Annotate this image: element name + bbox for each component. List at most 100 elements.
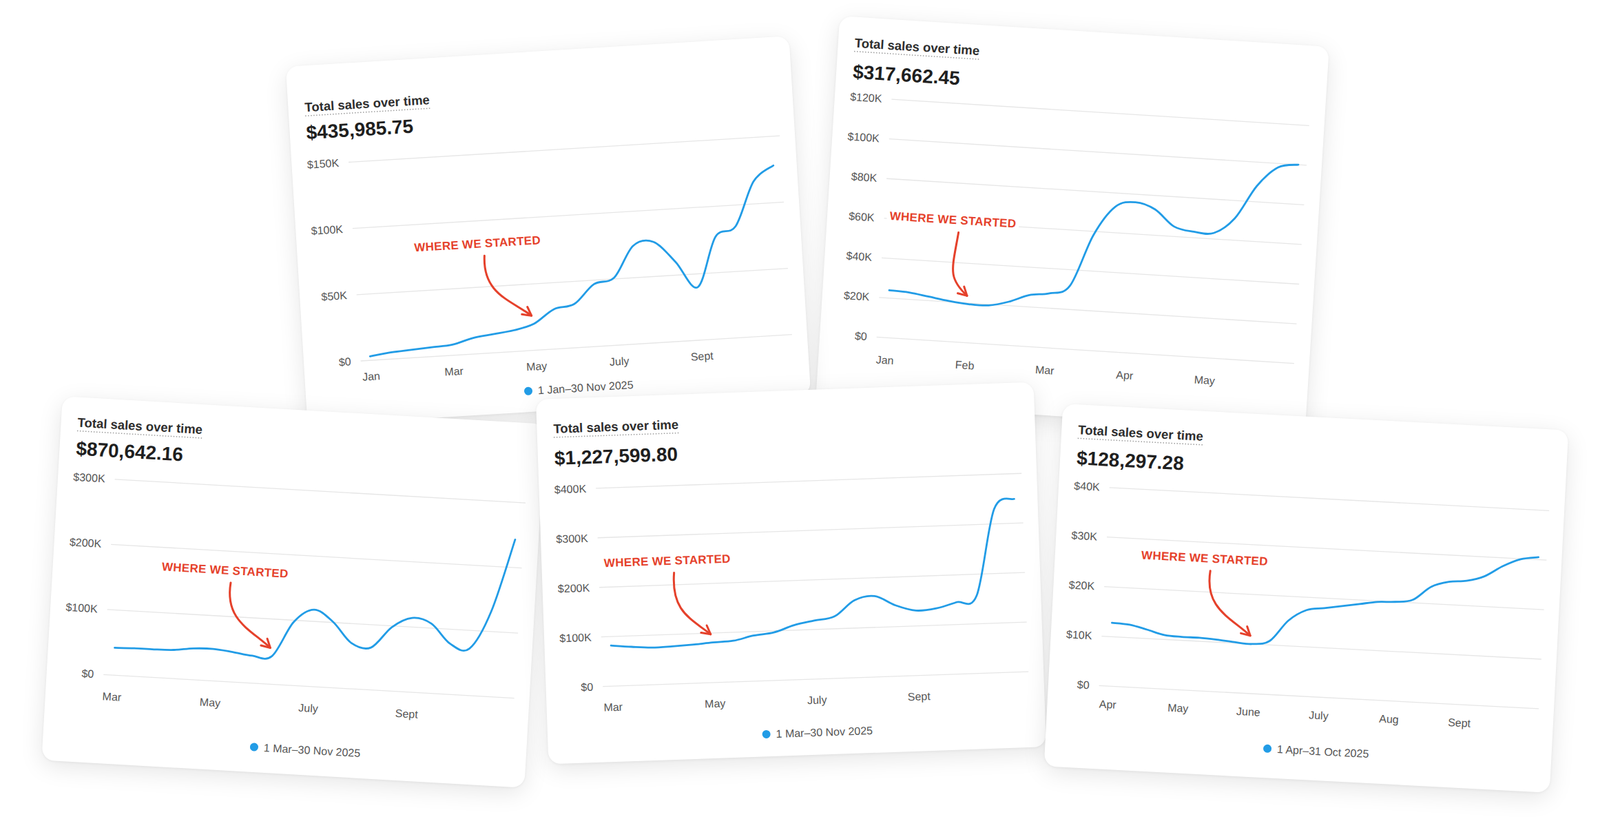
x-tick-label: May	[199, 695, 221, 709]
x-tick-label: Sept	[690, 349, 714, 363]
x-tick-label: Feb	[954, 358, 975, 372]
grid	[876, 99, 1310, 363]
total-value: $870,642.16	[75, 437, 184, 465]
title-underline	[854, 51, 979, 60]
y-tick-label: $0	[854, 329, 868, 343]
plot-marks	[606, 497, 1019, 649]
y-tick-label: $100K	[310, 223, 344, 237]
chart-svg: Total sales over time$317,662.45$0$20K$4…	[815, 15, 1330, 432]
plot-marks	[114, 516, 516, 673]
x-tick-label: May	[703, 697, 726, 710]
grid-line	[599, 572, 1025, 588]
chart-svg: Total sales over time$435,985.75$0$50K$1…	[285, 35, 812, 426]
x-tick-label: Sept	[394, 706, 419, 720]
x-tick-label: June	[1235, 704, 1261, 718]
x-tick-label: May	[1193, 373, 1215, 388]
y-tick-label: $0	[580, 681, 594, 694]
chart-title: Total sales over time	[304, 92, 431, 115]
grid-line	[107, 608, 518, 633]
chart-title: Total sales over time	[1077, 422, 1204, 443]
annotation-arrowhead	[261, 637, 271, 648]
title-underline	[305, 108, 430, 116]
annotation-text: WHERE WE STARTED	[889, 209, 1017, 231]
x-tick-label: Mar	[101, 690, 122, 704]
sales-line	[360, 165, 784, 357]
total-value: $317,662.45	[852, 61, 961, 90]
y-tick-label: $200K	[68, 535, 102, 550]
grid-line	[597, 522, 1023, 538]
title-underline	[1077, 438, 1202, 445]
title-underline	[553, 433, 679, 438]
annotation: WHERE WE STARTED	[600, 551, 736, 639]
sales-line	[606, 497, 1019, 649]
grid-line	[348, 135, 780, 162]
y-tick-label: $10K	[1065, 628, 1093, 642]
grid-line	[886, 178, 1304, 205]
y-tick-label: $400K	[553, 482, 587, 496]
x-tick-label: Mar	[444, 365, 465, 379]
annotation-arrowhead	[1240, 626, 1251, 636]
annotation: WHERE WE STARTED	[882, 208, 1020, 299]
title-underline	[77, 430, 202, 438]
legend: 1 Mar–30 Nov 2025	[249, 740, 361, 759]
y-tick-label: $40K	[845, 250, 873, 264]
grid-line	[115, 478, 526, 503]
annotation-arrow	[672, 571, 711, 636]
x-tick-label: May	[526, 359, 548, 373]
legend-marker	[524, 386, 534, 396]
x-tick-label: July	[1307, 708, 1328, 722]
y-tick-label: $100K	[847, 130, 881, 144]
grid-line	[600, 621, 1027, 638]
y-tick-label: $100K	[65, 600, 98, 615]
y-tick-label: $60K	[848, 210, 876, 224]
sales-line	[1110, 534, 1539, 659]
total-value: $1,227,599.80	[553, 443, 678, 470]
grid-line	[103, 674, 514, 698]
y-tick-label: $30K	[1071, 528, 1098, 543]
legend: 1 Jan–30 Nov 2025	[524, 378, 635, 398]
plot-marks	[1110, 534, 1539, 659]
y-tick-label: $40K	[1073, 479, 1100, 493]
chart-title: Total sales over time	[77, 414, 204, 436]
y-tick-label: $150K	[306, 157, 340, 171]
grid	[1098, 486, 1550, 709]
x-tick-label: July	[298, 701, 319, 715]
legend-label: 1 Apr–31 Oct 2025	[1276, 743, 1369, 760]
x-tick-label: July	[608, 354, 629, 368]
annotation-arrow	[951, 232, 972, 296]
annotation-text: WHERE WE STARTED	[161, 559, 289, 581]
y-tick-label: $50K	[320, 289, 348, 303]
grid-line	[602, 671, 1029, 687]
y-tick-label: $20K	[843, 289, 871, 303]
grid-line	[1104, 586, 1544, 609]
x-tick-label: Aug	[1378, 712, 1399, 725]
grid-line	[889, 139, 1307, 166]
grid-line	[352, 201, 784, 228]
y-tick-label: $200K	[557, 582, 590, 596]
grid-line	[356, 268, 788, 295]
legend-marker	[1262, 743, 1272, 753]
chart-title: Total sales over time	[553, 417, 679, 436]
y-tick-label: $0	[81, 667, 95, 680]
x-tick-label: Sept	[907, 690, 931, 703]
annotation-ground	[158, 558, 292, 583]
total-value: $128,297.28	[1075, 447, 1184, 474]
y-tick-label: $300K	[73, 470, 106, 485]
grid	[348, 135, 793, 361]
y-tick-label: $100K	[559, 631, 592, 645]
plot-marks	[888, 139, 1299, 326]
chart-card: Total sales over time $1,227,599.80 $0 $100…	[535, 382, 1046, 765]
chart-svg: Total sales over time$128,297.28$0$10K$2…	[1043, 403, 1569, 793]
legend-marker	[250, 742, 259, 752]
chart-card: Total sales over time$317,662.45$0$20K$4…	[815, 15, 1330, 432]
annotation: WHERE WE STARTED	[411, 232, 549, 323]
annotation-arrow	[226, 582, 275, 647]
x-tick-label: Apr	[1098, 697, 1117, 711]
legend: 1 Apr–31 Oct 2025	[1262, 742, 1369, 760]
grid	[103, 478, 526, 698]
x-tick-label: Mar	[603, 701, 624, 714]
chart-card: Total sales over time$435,985.75$0$50K$1…	[285, 35, 812, 426]
grid-line	[876, 336, 1295, 363]
y-tick-label: $0	[1076, 678, 1090, 691]
x-tick-label: Mar	[1034, 363, 1055, 377]
